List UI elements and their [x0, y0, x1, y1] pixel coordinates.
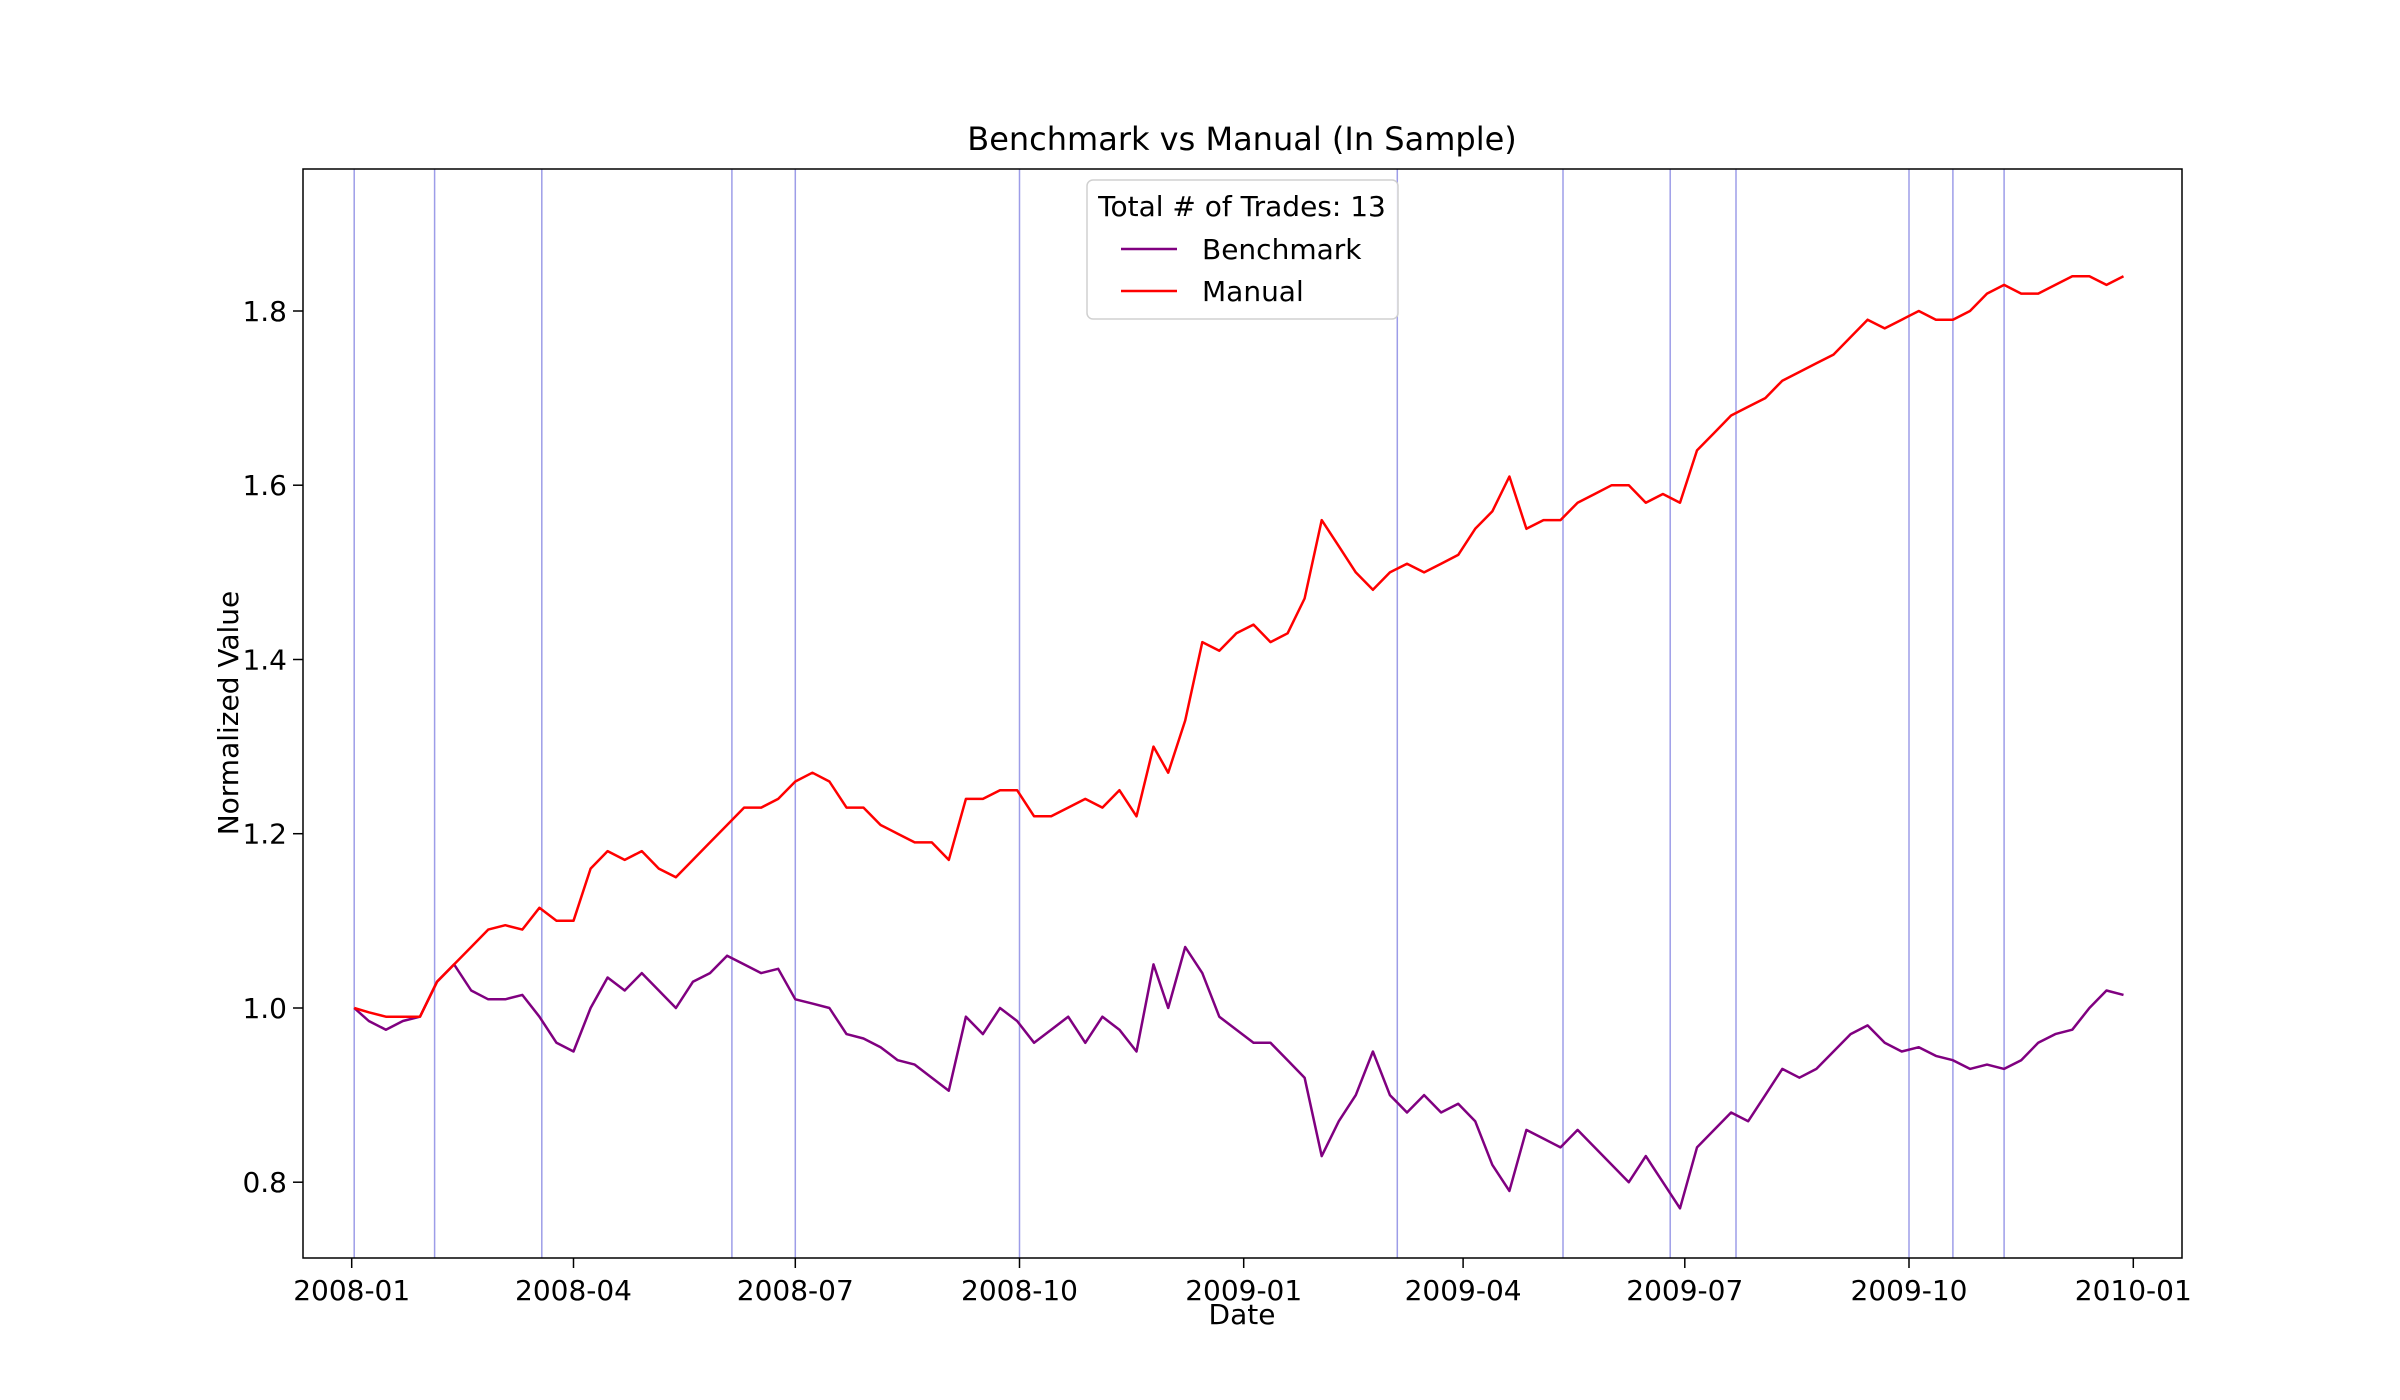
x-tick-label-0: 2008-01	[293, 1274, 410, 1307]
chart-title: Benchmark vs Manual (In Sample)	[967, 120, 1517, 158]
x-tick-label-1: 2008-04	[515, 1274, 632, 1307]
x-axis-label: Date	[1209, 1298, 1276, 1331]
legend-title: Total # of Trades: 13	[1097, 190, 1386, 223]
x-tick-label-8: 2010-01	[2075, 1274, 2192, 1307]
series-line-benchmark	[353, 945, 2124, 1210]
y-tick-label-3: 1.4	[242, 644, 287, 677]
y-tick-label-4: 1.6	[242, 469, 287, 502]
legend-box	[1086, 179, 1399, 320]
trade-lines	[353, 169, 2005, 1258]
x-tick-label-6: 2009-07	[1626, 1274, 1743, 1307]
y-axis: 0.8 1.0 1.2 1.4 1.6 1.8	[242, 295, 303, 1199]
y-axis-label: Normalized Value	[212, 591, 245, 836]
x-tick-label-4: 2009-01	[1185, 1274, 1302, 1307]
series-line-manual	[353, 274, 2125, 1018]
y-tick-label-5: 1.8	[242, 295, 287, 328]
x-tick-label-7: 2009-10	[1851, 1274, 1968, 1307]
legend: Total # of Trades: 13 Benchmark Manual	[1086, 179, 1399, 320]
legend-label-benchmark: Benchmark	[1202, 233, 1362, 266]
x-tick-label-2: 2008-07	[737, 1274, 854, 1307]
x-tick-label-5: 2009-04	[1405, 1274, 1522, 1307]
series-group	[353, 274, 2125, 1210]
x-tick-label-3: 2008-10	[961, 1274, 1078, 1307]
y-tick-label-0: 0.8	[242, 1166, 287, 1199]
legend-label-manual: Manual	[1202, 275, 1304, 308]
plot-frame	[302, 168, 2183, 1259]
y-tick-label-2: 1.2	[242, 818, 287, 851]
x-axis: 2008-01 2008-04 2008-07 2008-10 2009-01 2009-…	[293, 1258, 2192, 1307]
y-tick-label-1: 1.0	[242, 992, 287, 1025]
